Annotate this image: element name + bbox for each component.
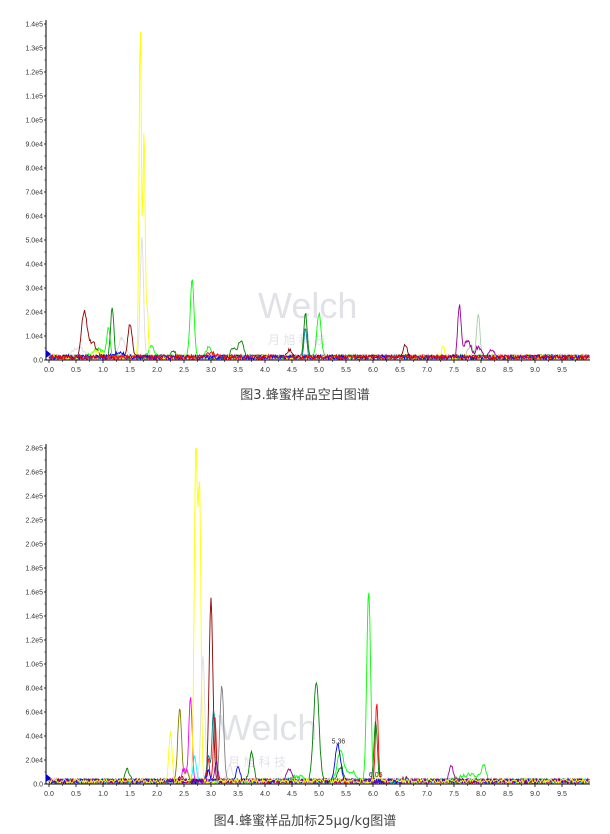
y-tick-label: 5.0e4 [25,238,43,245]
x-tick-label: 7.0 [422,367,432,374]
x-tick-label: 7.5 [449,791,459,798]
x-tick-label: 5.0 [314,791,324,798]
series-line-4 [48,685,590,785]
y-tick-label: 2.0e4 [25,758,43,765]
x-tick-label: 8.0 [476,791,486,798]
peak-label: 5.36 [332,739,346,746]
x-tick-label: 6.5 [395,367,405,374]
x-tick-label: 4.5 [287,791,297,798]
watermark-chinese: 月 旭 科 技 [228,755,286,769]
y-tick-label: 2.4e5 [25,494,43,501]
x-tick-label: 9.5 [557,367,567,374]
y-tick-label: 2.0e4 [25,310,43,317]
x-tick-label: 9.0 [530,367,540,374]
watermark-chinese: 月 旭 科 技 [268,333,326,347]
x-tick-label: 3.5 [233,791,243,798]
y-tick-label: 3.0e4 [25,286,43,293]
y-tick-label: 2.8e5 [25,446,43,453]
caption-figure-4: 图4.蜂蜜样品加标25μg/kg图谱 [213,814,397,829]
y-tick-label: 8.0e4 [25,166,43,173]
y-tick-label: 2.2e5 [25,518,43,525]
x-tick-label: 1.0 [98,791,108,798]
x-tick-label: 2.5 [179,367,189,374]
series-line-6 [48,697,590,785]
y-tick-label: 1.4e5 [25,614,43,621]
watermark-brand: Welch [218,707,317,748]
x-tick-label: 1.5 [125,367,135,374]
x-tick-label: 4.5 [287,367,297,374]
series-line-10 [48,742,590,785]
x-tick-label: 4.0 [260,791,270,798]
y-tick-label: 1.2e5 [25,70,43,77]
x-tick-label: 1.0 [98,367,108,374]
y-tick-label: 6.0e4 [25,214,43,221]
x-tick-label: 3.0 [206,791,216,798]
y-tick-label: 2.6e5 [25,470,43,477]
y-tick-label: 6.0e4 [25,710,43,717]
x-tick-label: 0.0 [44,791,54,798]
series-line-2 [48,681,590,785]
x-tick-label: 0.5 [71,791,81,798]
x-tick-label: 9.5 [557,791,567,798]
y-tick-label: 1.1e5 [25,94,43,101]
x-tick-label: 8.5 [503,791,513,798]
x-tick-label: 8.0 [476,367,486,374]
y-tick-label: 2.0e5 [25,542,43,549]
y-tick-label: 1.0e4 [25,334,43,341]
y-tick-label: 0.0 [33,358,43,365]
series-line-1 [48,592,590,785]
x-tick-label: 7.0 [422,791,432,798]
x-tick-label: 1.5 [125,791,135,798]
x-tick-label: 3.0 [206,367,216,374]
x-tick-label: 2.5 [179,791,189,798]
chart-spiked-sample: 0.0 2.0e4 4.0e4 6.0e4 8.0e4 1.0e5 1.2e5 1.4e5 1.… [25,444,590,798]
y-tick-label: 0.0 [33,782,43,789]
series-line-12 [48,447,590,785]
series-line-9 [48,350,590,361]
caption-figure-3: 图3.蜂蜜样品空白图谱 [240,388,370,403]
x-tick-label: 5.5 [341,367,351,374]
x-tick-label: 4.0 [260,367,270,374]
x-tick-label: 0.5 [71,367,81,374]
y-tick-label: 9.0e4 [25,142,43,149]
y-tick-label: 8.0e4 [25,686,43,693]
peak-label: 6.05 [369,772,383,779]
x-tick-label: 9.0 [530,791,540,798]
y-tick-label: 1.2e5 [25,638,43,645]
x-tick-label: 3.5 [233,367,243,374]
watermark-bottom: Welch 月 旭 科 技 [218,707,317,769]
x-tick-label: 2.0 [152,367,162,374]
watermark-top: Welch 月 旭 科 技 [258,285,357,347]
y-tick-label: 1.0e5 [25,118,43,125]
x-tick-label: 6.0 [368,791,378,798]
watermark-brand: Welch [258,285,357,326]
x-tick-label: 7.5 [449,367,459,374]
y-tick-label: 1.6e5 [25,590,43,597]
x-tick-label: 2.0 [152,791,162,798]
chart-blank-sample: 0.0 1.0e4 2.0e4 3.0e4 4.0e4 5.0e4 6.0e4 7.0e4 8.… [25,20,590,374]
baseline-marker-icon [46,774,51,782]
baseline-marker-icon [46,350,51,358]
y-tick-label: 1.3e5 [25,46,43,53]
x-tick-label: 6.0 [368,367,378,374]
x-tick-label: 8.5 [503,367,513,374]
x-tick-label: 0.0 [44,367,54,374]
y-tick-label: 1.4e5 [25,22,43,29]
x-tick-label: 5.0 [314,367,324,374]
y-tick-label: 7.0e4 [25,190,43,197]
y-tick-label: 1.8e5 [25,566,43,573]
y-tick-label: 1.0e5 [25,662,43,669]
series-line-3 [48,597,590,785]
x-tick-label: 5.5 [341,791,351,798]
y-tick-label: 4.0e4 [25,262,43,269]
x-tick-label: 6.5 [395,791,405,798]
y-tick-label: 4.0e4 [25,734,43,741]
